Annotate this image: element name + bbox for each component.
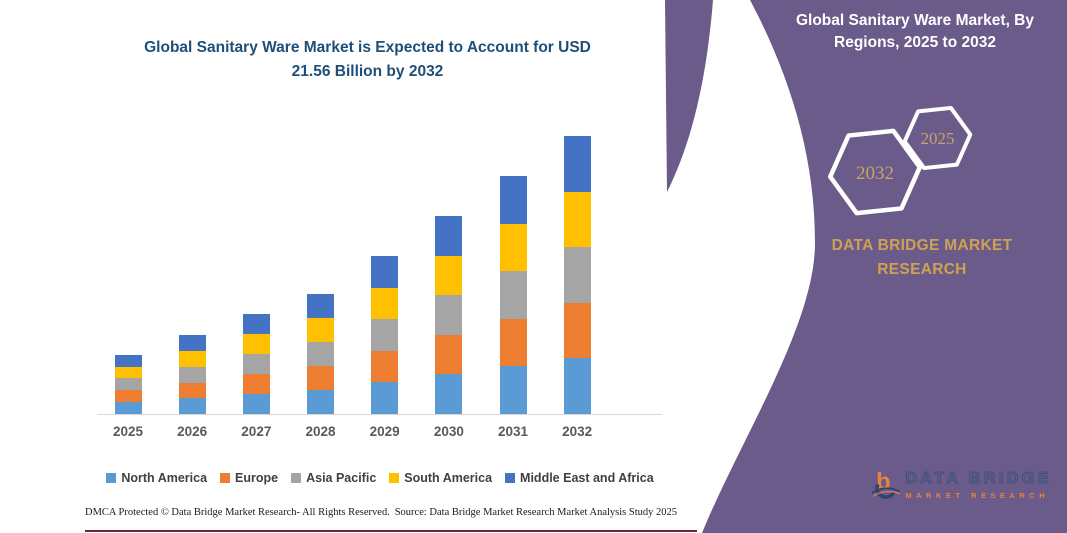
legend-swatch [106, 473, 117, 483]
bar-segment [563, 136, 591, 192]
bar-segment [435, 295, 463, 335]
x-axis-label: 2029 [369, 424, 400, 439]
bar-segment [371, 287, 399, 320]
hexagon-2025-shape [902, 105, 973, 171]
bar-segment [178, 366, 206, 383]
bar-segment [307, 318, 334, 343]
bar-segment [371, 319, 399, 351]
bar-segment [371, 382, 399, 414]
stacked-bar-plot [97, 120, 662, 415]
brand-text: DATA BRIDGE MARKET RESEARCH [831, 237, 1013, 278]
legend-item: North America [106, 471, 207, 485]
chart-footer: DMCA Protected © Data Bridge Market Rese… [85, 507, 677, 518]
bar-segment [371, 256, 399, 288]
x-axis-label: 2032 [562, 424, 593, 439]
x-axis-label: 2031 [497, 424, 529, 439]
dbmr-logo-mark-icon: b [872, 470, 901, 499]
legend-label: North America [121, 471, 208, 485]
hexagon-2032-shape [827, 128, 923, 216]
bar-segment [435, 216, 463, 256]
purple-panel-background [665, 0, 1067, 533]
bar-segment [307, 342, 334, 367]
bar-segment [242, 374, 270, 395]
bar-segment [563, 358, 591, 414]
x-axis-label: 2026 [177, 424, 208, 439]
bar-segment [499, 271, 527, 319]
stacked-bar-2025 [114, 354, 142, 414]
bar-segment [563, 302, 591, 359]
bar-segment [371, 350, 399, 383]
legend-swatch [291, 473, 302, 483]
hexagon-back-year: 2032 [856, 163, 894, 184]
bar-segment [563, 191, 591, 248]
hexagon-front-year: 2025 [921, 129, 955, 148]
x-axis-label: 2027 [241, 424, 272, 439]
stacked-bar-2031 [499, 176, 527, 414]
legend-label: Europe [235, 471, 279, 485]
logo-data-bridge-text: DATA BRIDGE [905, 470, 1052, 488]
bar-segment [114, 366, 142, 379]
bar-segment [499, 366, 527, 414]
chart-title: Global Sanitary Ware Market is Expected … [144, 39, 591, 80]
bar-segment [435, 255, 463, 296]
stacked-bar-2028 [307, 294, 334, 414]
x-axis-label: 2030 [433, 424, 464, 439]
bar-segment [563, 247, 591, 303]
bar-segment [178, 398, 206, 414]
stacked-bar-2032 [563, 136, 591, 414]
bar-segment [435, 374, 463, 414]
dbmr-logo-text: DATA BRIDGE MARKET RESEARCH [905, 470, 1052, 501]
panel-title: Global Sanitary Ware Market, By Regions,… [795, 12, 1035, 51]
legend-swatch [505, 473, 516, 483]
bar-segment [114, 402, 142, 414]
stacked-bar-2029 [371, 256, 399, 414]
bar-segment [435, 334, 463, 375]
legend-label: Middle East and Africa [520, 471, 654, 485]
bar-segment [242, 314, 270, 335]
chart-legend: North America Europe Asia Pacific South Ame… [80, 471, 680, 485]
bar-segment [178, 382, 206, 399]
bar-segment [307, 390, 334, 414]
bar-segment [114, 354, 142, 367]
stacked-bar-2027 [242, 314, 270, 414]
stacked-bar-2026 [178, 335, 206, 414]
bar-segment [178, 335, 206, 352]
bar-segment [242, 394, 270, 414]
source-text: Source: Data Bridge Market Research Mark… [394, 507, 677, 518]
x-axis-label: 2028 [305, 424, 336, 439]
hexagon-year-badges: 2032 2025 [827, 105, 973, 216]
x-axis-labels: 2025 2026 2027 2028 2029 2030 2031 2032 [97, 424, 662, 442]
legend-label: Asia Pacific [306, 471, 377, 485]
bar-segment [114, 390, 142, 403]
stacked-bar-2030 [435, 216, 463, 414]
legend-swatch [389, 473, 400, 483]
bar-segment [499, 223, 527, 272]
bar-segment [242, 354, 270, 375]
bar-segment [242, 334, 270, 355]
x-axis-label: 2025 [112, 424, 144, 439]
bar-segment [499, 176, 527, 224]
legend-item: Middle East and Africa [505, 471, 654, 485]
bar-segment [307, 294, 334, 319]
bar-segment [307, 366, 334, 391]
legend-item: Europe [220, 471, 278, 485]
legend-item: Asia Pacific [291, 471, 376, 485]
bar-segment [114, 378, 142, 391]
logo-market-research-text: MARKET RESEARCH [905, 491, 1050, 500]
legend-swatch [220, 473, 231, 483]
legend-item: South America [389, 471, 492, 485]
bottom-rule [85, 530, 697, 532]
dmca-text: DMCA Protected © Data Bridge Market Rese… [85, 507, 390, 518]
dbmr-logo: b DATA BRIDGE MARKET RESEARCH [872, 458, 1052, 512]
bar-segment [499, 318, 527, 367]
bar-segment [178, 351, 206, 367]
legend-label: South America [404, 471, 493, 485]
